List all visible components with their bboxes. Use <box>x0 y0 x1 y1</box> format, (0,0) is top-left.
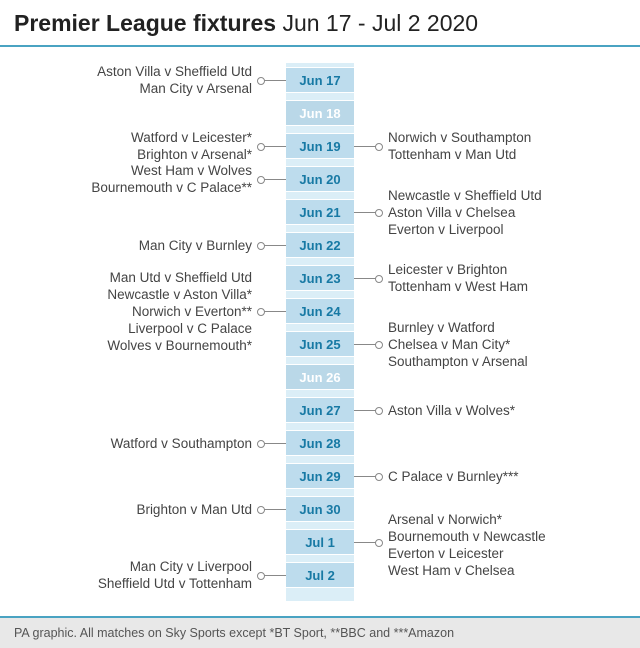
fixture: Everton v Liverpool <box>388 221 628 238</box>
fixture: C Palace v Burnley*** <box>388 468 628 485</box>
fixtures-left: Watford v Southampton <box>0 435 252 452</box>
connector-right <box>354 278 380 279</box>
fixture: Southampton v Arsenal <box>388 353 628 370</box>
fixture: Man City v Burnley <box>0 237 252 254</box>
fixtures-left: West Ham v WolvesBournemouth v C Palace*… <box>0 162 252 196</box>
connector-right <box>354 212 380 213</box>
date-box: Jul 2 <box>286 562 354 588</box>
fixture: Liverpool v C Palace <box>0 320 252 337</box>
fixtures-right: Arsenal v Norwich*Bournemouth v Newcastl… <box>388 511 628 579</box>
date-box: Jun 19 <box>286 133 354 159</box>
date-box: Jul 1 <box>286 529 354 555</box>
date-box: Jun 26 <box>286 364 354 390</box>
connector-left <box>260 179 286 180</box>
connector-left <box>260 443 286 444</box>
title-bold: Premier League fixtures <box>14 10 276 36</box>
connector-right <box>354 410 380 411</box>
date-box: Jun 21 <box>286 199 354 225</box>
fixture: Arsenal v Norwich* <box>388 511 628 528</box>
connector-left <box>260 245 286 246</box>
fixtures-left: Watford v Leicester*Brighton v Arsenal* <box>0 129 252 163</box>
date-box: Jun 25 <box>286 331 354 357</box>
connector-right <box>354 476 380 477</box>
fixture: Tottenham v Man Utd <box>388 146 628 163</box>
fixtures-left: Man City v LiverpoolSheffield Utd v Tott… <box>0 558 252 592</box>
fixtures-left: Man City v Burnley <box>0 237 252 254</box>
connector-left <box>260 311 286 312</box>
fixture: Newcastle v Aston Villa* <box>0 286 252 303</box>
date-box: Jun 24 <box>286 298 354 324</box>
fixture: Brighton v Arsenal* <box>0 146 252 163</box>
fixture: Aston Villa v Wolves* <box>388 402 628 419</box>
fixture: West Ham v Chelsea <box>388 562 628 579</box>
fixtures-right: Leicester v BrightonTottenham v West Ham <box>388 261 628 295</box>
footer-text: PA graphic. All matches on Sky Sports ex… <box>14 626 454 640</box>
fixture: Burnley v Watford <box>388 319 628 336</box>
fixtures-left: Man Utd v Sheffield UtdNewcastle v Aston… <box>0 269 252 354</box>
fixture: Man City v Liverpool <box>0 558 252 575</box>
connector-right <box>354 344 380 345</box>
fixtures-left: Brighton v Man Utd <box>0 501 252 518</box>
fixture: Norwich v Southampton <box>388 129 628 146</box>
date-box: Jun 22 <box>286 232 354 258</box>
fixture: Man Utd v Sheffield Utd <box>0 269 252 286</box>
fixture: Leicester v Brighton <box>388 261 628 278</box>
title-light: Jun 17 - Jul 2 2020 <box>276 10 478 36</box>
footer: PA graphic. All matches on Sky Sports ex… <box>0 616 640 648</box>
date-box: Jun 27 <box>286 397 354 423</box>
fixture: Watford v Leicester* <box>0 129 252 146</box>
header: Premier League fixtures Jun 17 - Jul 2 2… <box>0 0 640 47</box>
fixture: Aston Villa v Sheffield Utd <box>0 63 252 80</box>
fixture: Aston Villa v Chelsea <box>388 204 628 221</box>
date-box: Jun 18 <box>286 100 354 126</box>
fixtures-right: C Palace v Burnley*** <box>388 468 628 485</box>
fixture: Bournemouth v C Palace** <box>0 179 252 196</box>
fixture: Everton v Leicester <box>388 545 628 562</box>
connector-left <box>260 80 286 81</box>
fixtures-right: Newcastle v Sheffield UtdAston Villa v C… <box>388 187 628 238</box>
fixture: Chelsea v Man City* <box>388 336 628 353</box>
connector-left <box>260 509 286 510</box>
fixture: West Ham v Wolves <box>0 162 252 179</box>
fixture: Watford v Southampton <box>0 435 252 452</box>
fixture: Norwich v Everton** <box>0 303 252 320</box>
date-box: Jun 23 <box>286 265 354 291</box>
fixtures-right: Norwich v SouthamptonTottenham v Man Utd <box>388 129 628 163</box>
connector-right <box>354 542 380 543</box>
fixture: Tottenham v West Ham <box>388 278 628 295</box>
connector-left <box>260 146 286 147</box>
fixture: Man City v Arsenal <box>0 80 252 97</box>
fixture: Sheffield Utd v Tottenham <box>0 575 252 592</box>
fixture: Wolves v Bournemouth* <box>0 337 252 354</box>
fixtures-right: Aston Villa v Wolves* <box>388 402 628 419</box>
date-box: Jun 28 <box>286 430 354 456</box>
date-box: Jun 30 <box>286 496 354 522</box>
date-box: Jun 20 <box>286 166 354 192</box>
connector-right <box>354 146 380 147</box>
fixture: Newcastle v Sheffield Utd <box>388 187 628 204</box>
fixture: Bournemouth v Newcastle <box>388 528 628 545</box>
fixtures-left: Aston Villa v Sheffield UtdMan City v Ar… <box>0 63 252 97</box>
connector-left <box>260 575 286 576</box>
date-box: Jun 17 <box>286 67 354 93</box>
fixtures-right: Burnley v WatfordChelsea v Man City*Sout… <box>388 319 628 370</box>
date-box: Jun 29 <box>286 463 354 489</box>
fixture: Brighton v Man Utd <box>0 501 252 518</box>
timeline: Jun 17Aston Villa v Sheffield UtdMan Cit… <box>0 57 640 613</box>
